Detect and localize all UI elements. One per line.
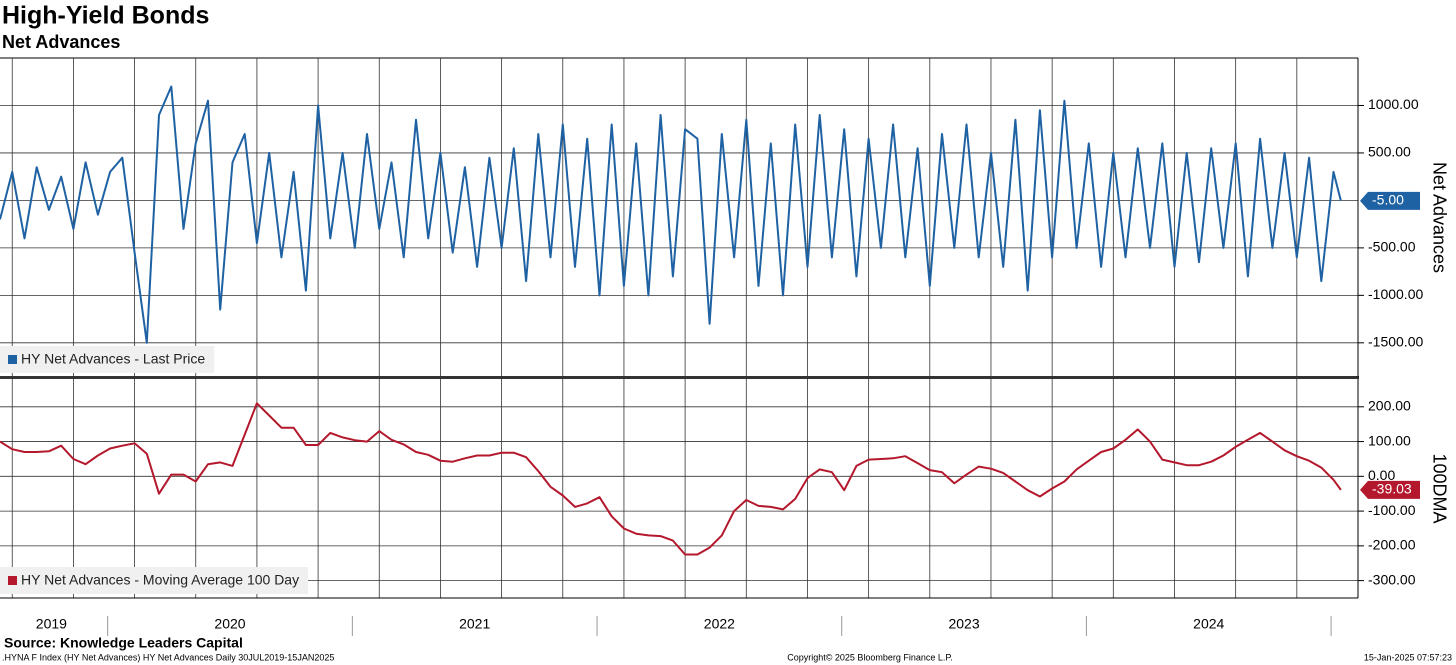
chart-subtitle: Net Advances (2, 32, 120, 52)
x-tick-label: 2021 (459, 616, 490, 632)
last-value-badge (1360, 191, 1420, 210)
footer-center: Copyright© 2025 Bloomberg Finance L.P. (787, 652, 953, 662)
panel-separator (0, 376, 1359, 379)
legend-label: HY Net Advances - Moving Average 100 Day (21, 572, 299, 588)
legend-box (0, 346, 215, 373)
source: Source: Knowledge Leaders Capital (4, 635, 243, 651)
last-value-badge (1360, 480, 1420, 499)
chart-title: High-Yield Bonds (2, 2, 209, 30)
y-tick-label: 200.00 (1368, 398, 1411, 414)
y-tick-label: 100.00 (1368, 432, 1411, 448)
y-tick-label: 1000.00 (1368, 96, 1419, 112)
x-tick-label: 2023 (948, 616, 979, 632)
last-value-label: -39.03 (1372, 481, 1412, 497)
legend-label: HY Net Advances - Last Price (21, 351, 205, 367)
y-axis-title: 100DMA (1429, 453, 1449, 523)
y-tick-label: 500.00 (1368, 144, 1411, 160)
series-line (0, 85, 1342, 344)
footer-right: 15-Jan-2025 07:57:23 (1364, 652, 1452, 662)
y-tick-label: 0.00 (1368, 467, 1395, 483)
x-tick-label: 2020 (214, 616, 245, 632)
legend-box (0, 567, 309, 594)
footer-left: .HYNA F Index (HY Net Advances) HY Net A… (2, 652, 334, 662)
series-line (0, 402, 1342, 556)
y-tick-label: -200.00 (1368, 537, 1416, 553)
y-tick-label: -1500.00 (1368, 334, 1423, 350)
legend-swatch (8, 576, 17, 585)
y-tick-label: -1000.00 (1368, 286, 1423, 302)
legend-swatch (8, 355, 17, 364)
y-tick-label: -500.00 (1368, 239, 1416, 255)
y-axis-title: Net Advances (1429, 162, 1449, 273)
x-tick-label: 2024 (1193, 616, 1224, 632)
y-tick-label: -300.00 (1368, 571, 1416, 587)
y-tick-label: -100.00 (1368, 502, 1416, 518)
x-tick-label: 2022 (704, 616, 735, 632)
last-value-label: -5.00 (1372, 192, 1404, 208)
x-tick-label: 2019 (36, 616, 67, 632)
